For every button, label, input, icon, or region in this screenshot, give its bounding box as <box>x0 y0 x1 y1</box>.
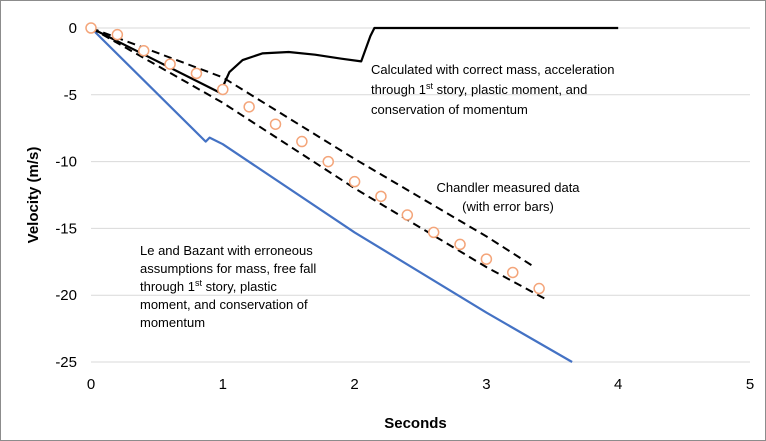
data-point-marker <box>454 238 466 251</box>
y-tick-label: -10 <box>55 154 77 171</box>
x-tick-label: 2 <box>350 376 358 393</box>
x-tick-label: 0 <box>87 376 95 393</box>
annotation-calc-line: conservation of momentum <box>371 102 528 117</box>
y-tick-label: -15 <box>55 220 77 237</box>
data-point-marker <box>111 28 124 41</box>
x-tick-label: 4 <box>614 376 622 393</box>
series-line-4 <box>90 27 547 301</box>
y-axis-title: Velocity (m/s) <box>25 147 42 244</box>
annotation-lebazant-line: Le and Bazant with erroneous <box>140 243 313 258</box>
annotation-lebazant-line: moment, and conservation of <box>140 297 308 312</box>
data-point-marker <box>164 58 176 70</box>
data-point-marker <box>322 155 334 168</box>
annotation-lebazant-line: momentum <box>140 315 205 330</box>
data-point-marker <box>533 282 545 295</box>
data-point-marker <box>190 67 203 80</box>
x-tick-label: 3 <box>482 376 490 393</box>
annotation-chandler-line: (with error bars) <box>462 199 554 214</box>
series-line-2 <box>90 27 573 363</box>
y-tick-label: -20 <box>55 287 77 304</box>
data-point-marker <box>427 226 440 239</box>
annotation-lebazant-line: through 1st story, plastic <box>140 278 277 294</box>
data-point-marker <box>375 190 387 203</box>
x-axis-title: Seconds <box>384 415 447 432</box>
data-point-marker <box>348 175 361 188</box>
annotation-lebazant-line: assumptions for mass, free fall <box>140 261 316 276</box>
data-point-marker <box>480 253 493 265</box>
data-point-marker <box>507 266 519 279</box>
y-tick-label: -5 <box>64 87 77 104</box>
x-tick-label: 1 <box>219 376 227 393</box>
data-point-marker <box>243 101 255 113</box>
y-tick-label: -25 <box>55 354 77 371</box>
x-tick-label: 5 <box>746 376 754 393</box>
series-line-3 <box>90 27 534 267</box>
data-point-marker <box>401 209 414 221</box>
annotation-chandler-line: Chandler measured data <box>436 180 580 195</box>
data-point-marker <box>137 44 150 57</box>
annotation-calc-line: through 1st story, plastic moment, and <box>371 81 587 97</box>
annotation-calc-line: Calculated with correct mass, accelerati… <box>371 62 615 77</box>
data-point-marker <box>296 135 308 148</box>
series-line-1 <box>90 26 619 94</box>
data-point-marker <box>269 118 282 130</box>
y-tick-label: 0 <box>69 20 77 37</box>
data-point-marker <box>217 83 229 96</box>
data-point-marker <box>85 22 97 34</box>
